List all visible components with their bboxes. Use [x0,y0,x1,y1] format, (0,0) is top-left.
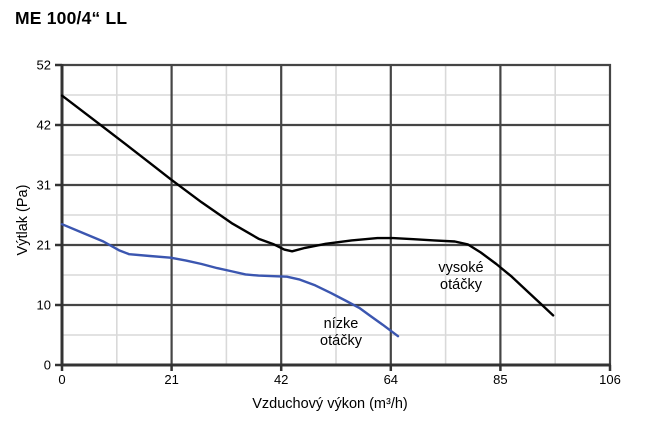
y-axis-tick-label: 0 [44,358,51,373]
y-axis-tick-label: 52 [37,58,51,73]
x-axis-tick-label: 21 [164,372,178,387]
curve-label-low-speed: nízke otáčky [320,316,362,349]
chart-title: ME 100/4“ LL [15,8,128,28]
x-axis-tick-label: 85 [493,372,507,387]
y-axis-title: Výtlak (Pa) [15,184,31,256]
x-axis-title: Vzduchový výkon (m³/h) [252,396,408,412]
y-axis-tick-label: 10 [37,298,51,313]
x-axis-tick-label: 106 [599,372,621,387]
x-axis-tick-label: 0 [58,372,65,387]
x-axis-tick-label: 42 [274,372,288,387]
curve-nizke-otacky [60,222,400,338]
curve-vysoke-otacky [60,94,555,317]
y-axis-tick-label: 31 [37,178,51,193]
y-axis-tick-label: 42 [37,118,51,133]
y-axis-tick-label: 21 [37,238,51,253]
x-axis-tick-label: 64 [384,372,398,387]
curve-label-high-speed: vysoké otáčky [438,260,484,293]
